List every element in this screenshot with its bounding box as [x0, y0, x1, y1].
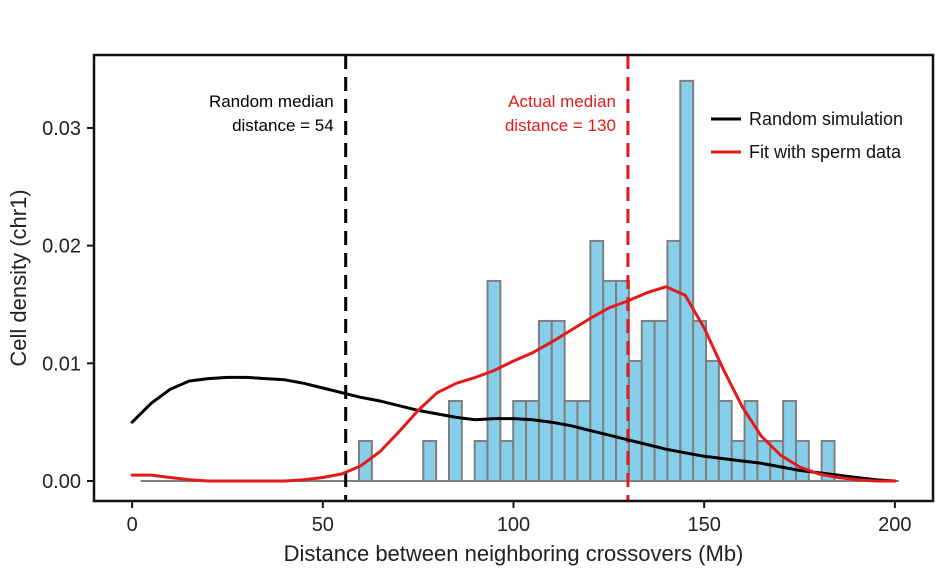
x-tick-label: 0	[127, 514, 138, 536]
histogram-bar	[627, 359, 643, 482]
histogram-bar	[820, 439, 836, 482]
y-axis-ticks: 0.00 0.01 0.02 0.03	[42, 118, 94, 493]
x-tick-label: 200	[878, 514, 911, 536]
histogram-bar	[640, 319, 656, 482]
median-annotation-line: Actual median	[508, 92, 616, 111]
x-axis-ticks: 0 50 100 150 200	[127, 501, 912, 536]
x-tick-label: 150	[687, 514, 720, 536]
histogram-bar	[679, 79, 695, 482]
median-annotation-line: distance = 54	[232, 116, 334, 135]
x-axis-title: Distance between neighboring crossovers …	[284, 541, 744, 566]
histogram-bar	[589, 239, 605, 482]
y-axis-title: Cell density (chr1)	[6, 189, 31, 366]
histogram-bar	[794, 439, 810, 482]
median-annotation-1: Random median distance = 54	[209, 92, 334, 135]
histogram-bar	[705, 359, 720, 482]
y-tick-label: 0.00	[42, 471, 81, 493]
legend: Random simulation Fit with sperm data	[711, 109, 903, 162]
x-tick-label: 50	[312, 514, 334, 536]
histogram-bar	[653, 319, 669, 482]
legend-label-1: Random simulation	[749, 109, 903, 129]
histogram-bar	[756, 439, 772, 482]
series-line-1	[130, 375, 897, 483]
histogram-bars	[140, 79, 899, 482]
histogram-bar	[447, 399, 463, 482]
histogram-bar	[486, 279, 502, 482]
median-annotations: Random median distance = 54 Actual median d…	[209, 92, 616, 135]
histogram-bar	[422, 439, 438, 482]
median-annotation-2: Actual median distance = 130	[505, 92, 616, 135]
median-annotation-line: distance = 130	[505, 116, 616, 135]
x-tick-label: 100	[497, 514, 530, 536]
histogram-bar	[499, 439, 515, 482]
histogram-bar	[576, 399, 592, 482]
histogram-bar	[550, 319, 566, 482]
histogram-bar	[563, 399, 579, 482]
legend-label-2: Fit with sperm data	[749, 142, 902, 162]
y-tick-label: 0.02	[42, 236, 81, 258]
density-curves	[130, 285, 897, 483]
median-annotation-line: Random median	[209, 92, 334, 111]
histogram-bar	[512, 399, 528, 482]
y-tick-label: 0.03	[42, 118, 81, 140]
y-tick-label: 0.01	[42, 353, 81, 375]
median-lines	[344, 55, 630, 501]
histogram-bar	[717, 399, 733, 482]
histogram-bar	[473, 439, 489, 482]
series-line-2	[130, 285, 897, 483]
histogram-bar	[666, 239, 682, 482]
histogram-bar	[525, 399, 540, 482]
